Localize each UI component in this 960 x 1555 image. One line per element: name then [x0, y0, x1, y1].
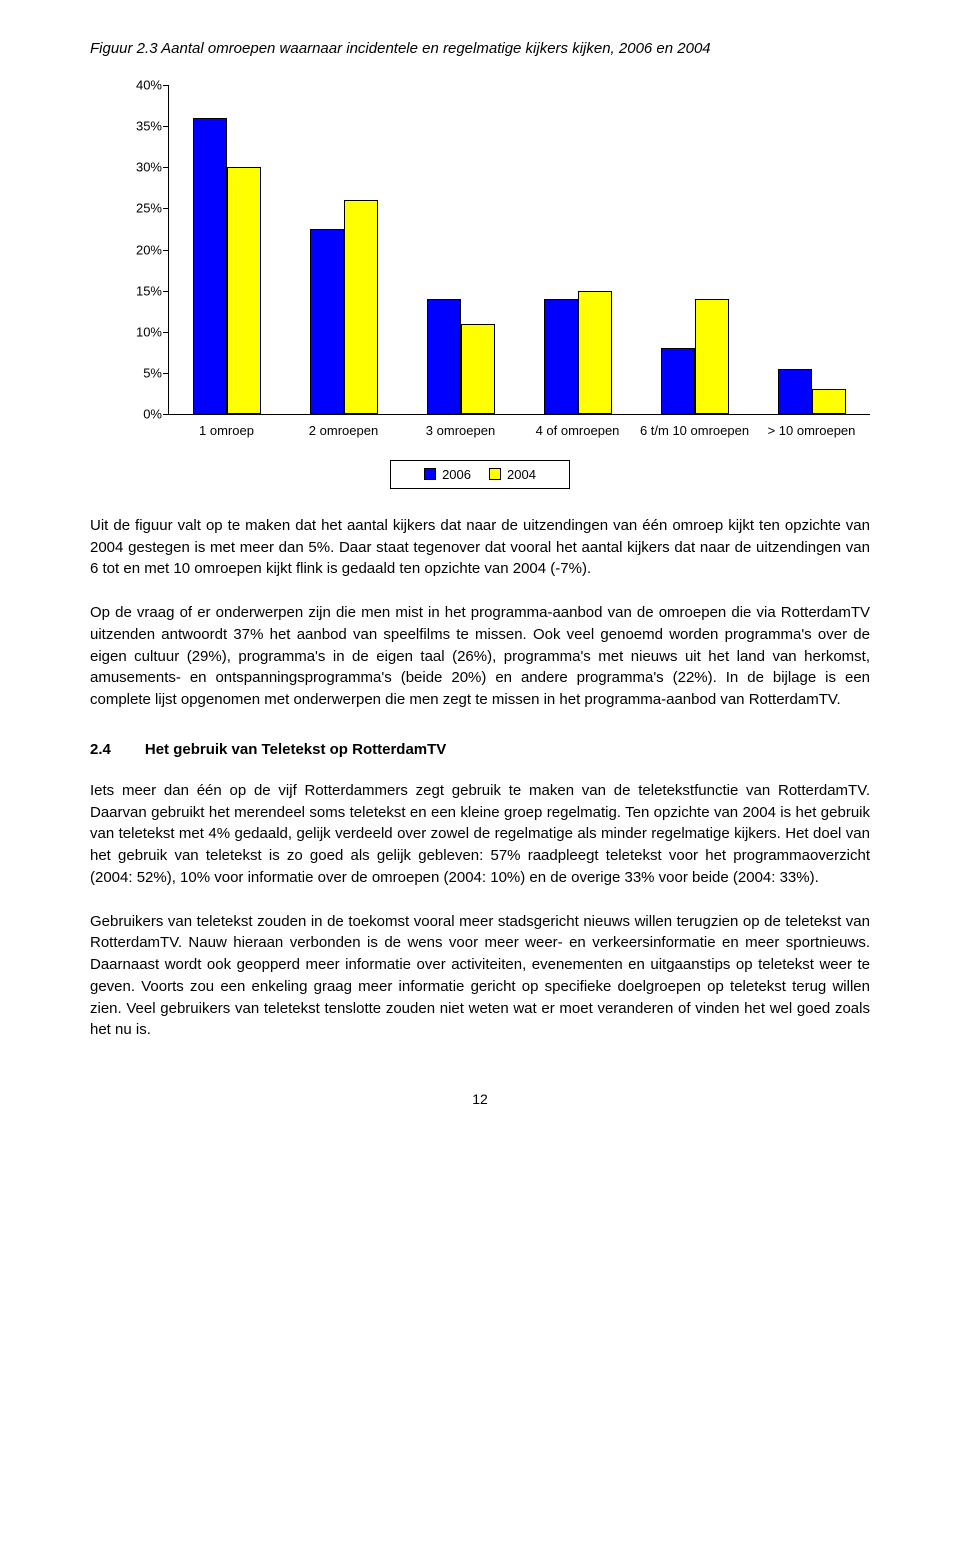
bar: [193, 118, 227, 414]
bar: [778, 369, 812, 414]
y-tick-mark: [163, 126, 168, 127]
body-text: Uit de figuur valt op te maken dat het a…: [90, 515, 870, 1041]
bar: [544, 299, 578, 414]
bar-group: [519, 85, 636, 414]
figure-caption: Figuur 2.3 Aantal omroepen waarnaar inci…: [90, 40, 870, 57]
bar-chart: 0%5%10%15%20%25%30%35%40%: [168, 85, 870, 415]
chart-area: 0%5%10%15%20%25%30%35%40% 1 omroep2 omro…: [90, 85, 870, 440]
y-tick-label: 35%: [136, 119, 162, 134]
page-number: 12: [90, 1091, 870, 1107]
section-title: Het gebruik van Teletekst op RotterdamTV: [145, 741, 446, 758]
bar: [578, 291, 612, 414]
y-tick-mark: [163, 291, 168, 292]
y-tick-label: 30%: [136, 160, 162, 175]
y-tick-label: 0%: [143, 407, 162, 422]
y-tick-label: 20%: [136, 242, 162, 257]
y-tick-label: 5%: [143, 365, 162, 380]
bar: [344, 200, 378, 414]
legend-label-2004: 2004: [507, 467, 536, 482]
paragraph-4: Gebruikers van teletekst zouden in de to…: [90, 911, 870, 1042]
y-tick-mark: [163, 167, 168, 168]
paragraph-2: Op de vraag of er onderwerpen zijn die m…: [90, 602, 870, 711]
y-tick-label: 10%: [136, 324, 162, 339]
y-tick-mark: [163, 250, 168, 251]
bar-group: [636, 85, 753, 414]
paragraph-1: Uit de figuur valt op te maken dat het a…: [90, 515, 870, 580]
legend-swatch-2006: [424, 468, 436, 480]
bar-group: [168, 85, 285, 414]
y-tick-label: 15%: [136, 283, 162, 298]
legend-item-2004: 2004: [489, 467, 536, 482]
y-axis: 0%5%10%15%20%25%30%35%40%: [120, 85, 168, 414]
y-tick-label: 25%: [136, 201, 162, 216]
paragraph-3: Iets meer dan één op de vijf Rotterdamme…: [90, 780, 870, 889]
y-tick-label: 40%: [136, 78, 162, 93]
y-tick-mark: [163, 332, 168, 333]
x-axis-label: 3 omroepen: [402, 423, 519, 440]
bar: [812, 389, 846, 414]
y-tick-mark: [163, 85, 168, 86]
bars-container: [168, 85, 870, 414]
x-axis-label: 4 of omroepen: [519, 423, 636, 440]
page: Figuur 2.3 Aantal omroepen waarnaar inci…: [0, 0, 960, 1167]
x-axis-label: 6 t/m 10 omroepen: [636, 423, 753, 440]
y-tick-mark: [163, 373, 168, 374]
legend-item-2006: 2006: [424, 467, 471, 482]
chart-legend: 2006 2004: [390, 460, 570, 489]
legend-label-2006: 2006: [442, 467, 471, 482]
bar: [227, 167, 261, 414]
x-axis-label: > 10 omroepen: [753, 423, 870, 440]
legend-swatch-2004: [489, 468, 501, 480]
section-heading: 2.4 Het gebruik van Teletekst op Rotterd…: [90, 741, 870, 758]
bar: [310, 229, 344, 414]
x-axis-label: 2 omroepen: [285, 423, 402, 440]
bar: [661, 348, 695, 414]
bar-group: [402, 85, 519, 414]
bar: [427, 299, 461, 414]
x-axis-label: 1 omroep: [168, 423, 285, 440]
y-tick-mark: [163, 414, 168, 415]
bar: [695, 299, 729, 414]
x-axis: 1 omroep2 omroepen3 omroepen4 of omroepe…: [168, 423, 870, 440]
section-number: 2.4: [90, 741, 111, 758]
bar-group: [285, 85, 402, 414]
y-tick-mark: [163, 208, 168, 209]
bar: [461, 324, 495, 414]
bar-group: [753, 85, 870, 414]
